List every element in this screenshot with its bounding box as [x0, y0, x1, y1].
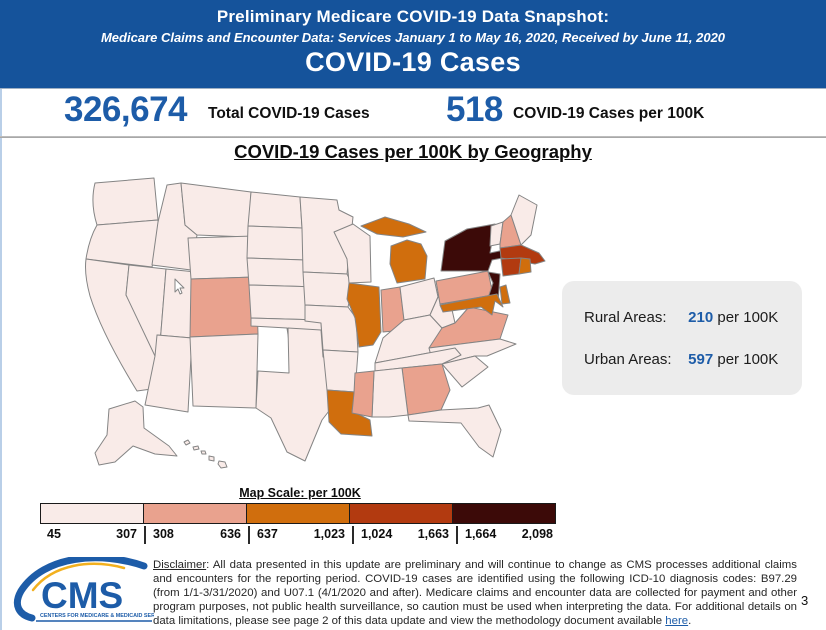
map-scale-bar — [40, 503, 556, 524]
scale-range-4: 1,024 1,663 — [352, 526, 456, 544]
state-OR — [85, 219, 162, 268]
state-FL — [407, 404, 502, 458]
state-IL — [346, 282, 382, 348]
state-GA — [401, 363, 451, 416]
header-heading: COVID-19 Cases — [305, 47, 521, 77]
urban-label: Urban Areas: — [584, 351, 672, 368]
state-ND — [247, 191, 303, 229]
scale-min-4: 1,024 — [361, 527, 393, 541]
scale-max-2: 636 — [220, 527, 241, 541]
rural-row: Rural Areas: 210 per 100K — [584, 309, 778, 326]
scale-min-5: 1,664 — [465, 527, 497, 541]
rural-value: 210 — [688, 309, 714, 326]
state-MT — [180, 182, 252, 238]
scale-max-4: 1,663 — [417, 527, 449, 541]
cases-per-100k-value: 518 — [446, 90, 503, 129]
scale-min-3: 637 — [257, 527, 278, 541]
state-MD — [439, 293, 504, 316]
scale-swatch-1 — [40, 503, 144, 524]
state-NY — [440, 223, 514, 272]
scale-range-5: 1,664 2,098 — [456, 526, 560, 544]
rural-label: Rural Areas: — [584, 309, 667, 326]
state-MS — [351, 370, 375, 418]
mouse-cursor — [174, 278, 185, 295]
page-number: 3 — [801, 593, 809, 608]
us-map-svg — [85, 177, 546, 469]
cases-per-100k-label: COVID-19 Cases per 100K — [513, 105, 705, 122]
cms-logo-swoosh — [14, 557, 148, 622]
scale-range-2: 308 636 — [144, 526, 248, 544]
scale-min-1: 45 — [47, 527, 61, 541]
state-AZ — [144, 334, 193, 413]
scale-swatch-5 — [452, 503, 556, 524]
scale-range-3: 637 1,023 — [248, 526, 352, 544]
state-CT — [500, 257, 522, 277]
state-MI-upper — [360, 216, 427, 238]
state-SD — [246, 225, 306, 261]
header-title: Preliminary Medicare COVID-19 Data Snaps… — [216, 7, 610, 26]
rural-urban-box: Rural Areas: 210 per 100K Urban Areas: 5… — [562, 281, 802, 395]
state-IA — [302, 271, 354, 308]
scale-max-5: 2,098 — [521, 527, 553, 541]
scale-swatch-3 — [246, 503, 350, 524]
header-subtitle: Medicare Claims and Encounter Data: Serv… — [100, 30, 726, 45]
map-section-title: COVID-19 Cases per 100K by Geography — [234, 141, 592, 162]
state-ME — [510, 194, 538, 246]
state-WY — [187, 235, 257, 280]
scale-range-1: 45 307 — [40, 526, 144, 544]
state-AL — [371, 367, 409, 418]
cms-logo: CMS CENTERS FOR MEDICARE & MEDICAID SERV… — [14, 557, 154, 622]
disclaimer-body: : All data presented in this update are … — [153, 559, 797, 627]
state-CA — [85, 258, 167, 392]
cms-logo-subtext: CENTERS FOR MEDICARE & MEDICAID SERVICES — [40, 613, 154, 619]
map-scale-numbers: 45 307 308 636 637 1,023 1,024 1,663 1,6… — [40, 526, 560, 544]
urban-value: 597 — [688, 351, 714, 368]
state-SC — [441, 355, 489, 388]
total-cases-label: Total COVID-19 Cases — [208, 105, 370, 122]
urban-row: Urban Areas: 597 per 100K — [584, 351, 778, 368]
cms-logo-text: CMS — [41, 575, 123, 616]
disclaimer-label: Disclaimer — [153, 559, 207, 571]
disclaimer-period: . — [688, 614, 692, 627]
rural-unit: per 100K — [717, 309, 779, 326]
scale-max-3: 1,023 — [313, 527, 345, 541]
map-scale-label: Map Scale: per 100K — [239, 486, 361, 500]
page-left-border — [0, 89, 2, 630]
stats-divider — [0, 136, 826, 138]
state-AR — [322, 349, 359, 393]
state-HI — [183, 439, 228, 469]
state-WI — [333, 223, 372, 284]
page-header: Preliminary Medicare COVID-19 Data Snaps… — [0, 0, 826, 89]
total-cases-value: 326,674 — [64, 90, 188, 129]
us-choropleth-map — [38, 166, 578, 484]
state-NM — [189, 333, 259, 409]
state-TX — [255, 327, 342, 462]
state-WA — [92, 177, 159, 226]
methodology-link[interactable]: here — [665, 614, 689, 627]
scale-min-2: 308 — [153, 527, 174, 541]
state-CO — [189, 276, 259, 338]
scale-swatch-2 — [143, 503, 247, 524]
urban-unit: per 100K — [717, 351, 779, 368]
state-AK — [94, 400, 178, 466]
cms-logo-gold-arc — [31, 562, 126, 592]
state-RI — [518, 257, 532, 275]
scale-swatch-4 — [349, 503, 453, 524]
state-MI — [389, 239, 428, 284]
state-DE — [499, 284, 511, 305]
scale-max-1: 307 — [116, 527, 137, 541]
disclaimer-text: Disclaimer: All data presented in this u… — [153, 559, 797, 629]
